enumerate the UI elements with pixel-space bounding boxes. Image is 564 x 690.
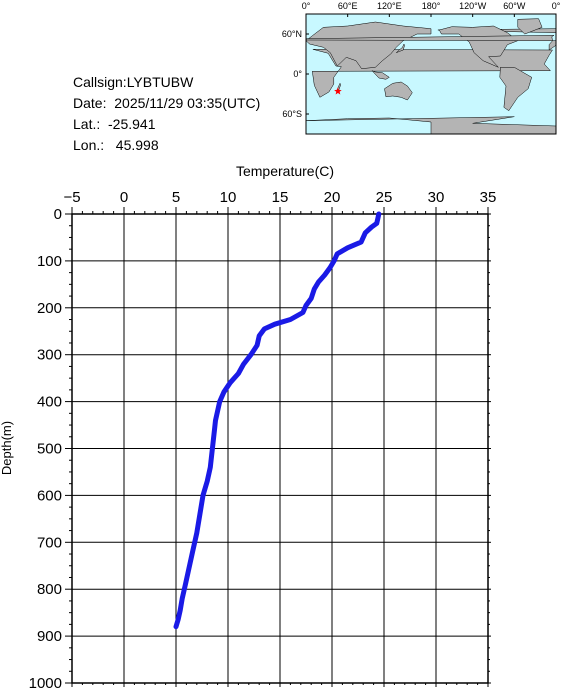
y-tick-label: 800 — [37, 581, 62, 598]
map-lat-label: 60°S — [282, 109, 302, 119]
map-lat-label: 60°N — [282, 29, 302, 39]
y-tick-label: 0 — [54, 206, 62, 223]
y-tick-label: 100 — [37, 253, 62, 270]
map-lon-label: 0° — [552, 1, 561, 11]
map-lon-label: 60°E — [338, 1, 358, 11]
japan-land — [396, 43, 405, 53]
south-america-land — [499, 67, 532, 112]
callsign-text: Callsign:LYBTUBW — [73, 74, 194, 90]
eurasia-land-east — [305, 21, 432, 69]
y-tick-label: 900 — [37, 628, 62, 645]
x-axis-title: Temperature(C) — [236, 163, 334, 179]
y-tick-label: 500 — [37, 441, 62, 458]
x-tick-label: 30 — [428, 189, 445, 206]
x-tick-label: 15 — [272, 189, 289, 206]
indonesia-land — [371, 70, 390, 80]
map-lon-label: 120°W — [459, 1, 487, 11]
x-tick-label: 20 — [324, 189, 341, 206]
x-tick-label: 25 — [376, 189, 393, 206]
x-tick-label: 10 — [220, 189, 237, 206]
world-map: 0° 60°E 120°E 180° 120°W 60°W 0° 60°N 0° 60°S — [282, 1, 561, 135]
latitude-text: Lat.: -25.941 — [73, 116, 156, 132]
date-text: Date: 2025/11/29 03:35(UTC) — [73, 95, 261, 111]
profile-info: Callsign:LYBTUBW Date: 2025/11/29 03:35(… — [73, 72, 260, 156]
x-tick-label: 5 — [172, 189, 180, 206]
y-tick-label: 300 — [37, 347, 62, 364]
greenland-land — [517, 18, 543, 35]
longitude-text: Lon.: 45.998 — [73, 137, 159, 153]
map-lat-label: 0° — [293, 69, 302, 79]
map-lon-label: 180° — [422, 1, 441, 11]
y-tick-label: 200 — [37, 300, 62, 317]
y-tick-label: 700 — [37, 534, 62, 551]
y-axis-title: Depth(m) — [0, 421, 14, 475]
eurasia-land-west — [548, 40, 557, 51]
temperature-profile-line — [173, 211, 382, 630]
x-tick-label: 0 — [120, 189, 128, 206]
map-lon-label: 0° — [302, 1, 311, 11]
map-lon-label: 120°E — [377, 1, 402, 11]
x-tick-label: −5 — [63, 189, 80, 206]
australia-land — [384, 81, 413, 101]
x-tick-label: 35 — [480, 189, 497, 206]
y-tick-label: 600 — [37, 487, 62, 504]
location-marker-icon — [334, 87, 342, 95]
y-tick-label: 400 — [37, 394, 62, 411]
uk-land — [305, 35, 555, 41]
map-lon-label: 60°W — [503, 1, 526, 11]
y-tick-label: 1000 — [29, 675, 62, 690]
